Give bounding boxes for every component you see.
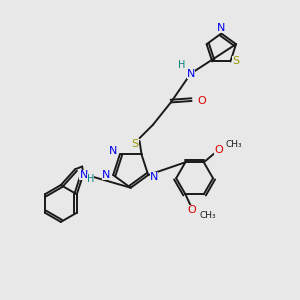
Text: N: N xyxy=(109,146,118,156)
Text: H: H xyxy=(178,60,185,70)
Text: CH₃: CH₃ xyxy=(199,211,216,220)
Text: N: N xyxy=(217,23,225,33)
Text: N: N xyxy=(187,69,195,79)
Text: H: H xyxy=(87,174,94,184)
Text: O: O xyxy=(188,205,196,215)
Text: N: N xyxy=(80,170,88,180)
Text: S: S xyxy=(232,56,239,66)
Text: N: N xyxy=(101,170,110,180)
Text: O: O xyxy=(198,96,206,106)
Text: S: S xyxy=(132,139,139,149)
Text: CH₃: CH₃ xyxy=(226,140,242,149)
Text: N: N xyxy=(150,172,158,182)
Text: O: O xyxy=(214,145,223,155)
